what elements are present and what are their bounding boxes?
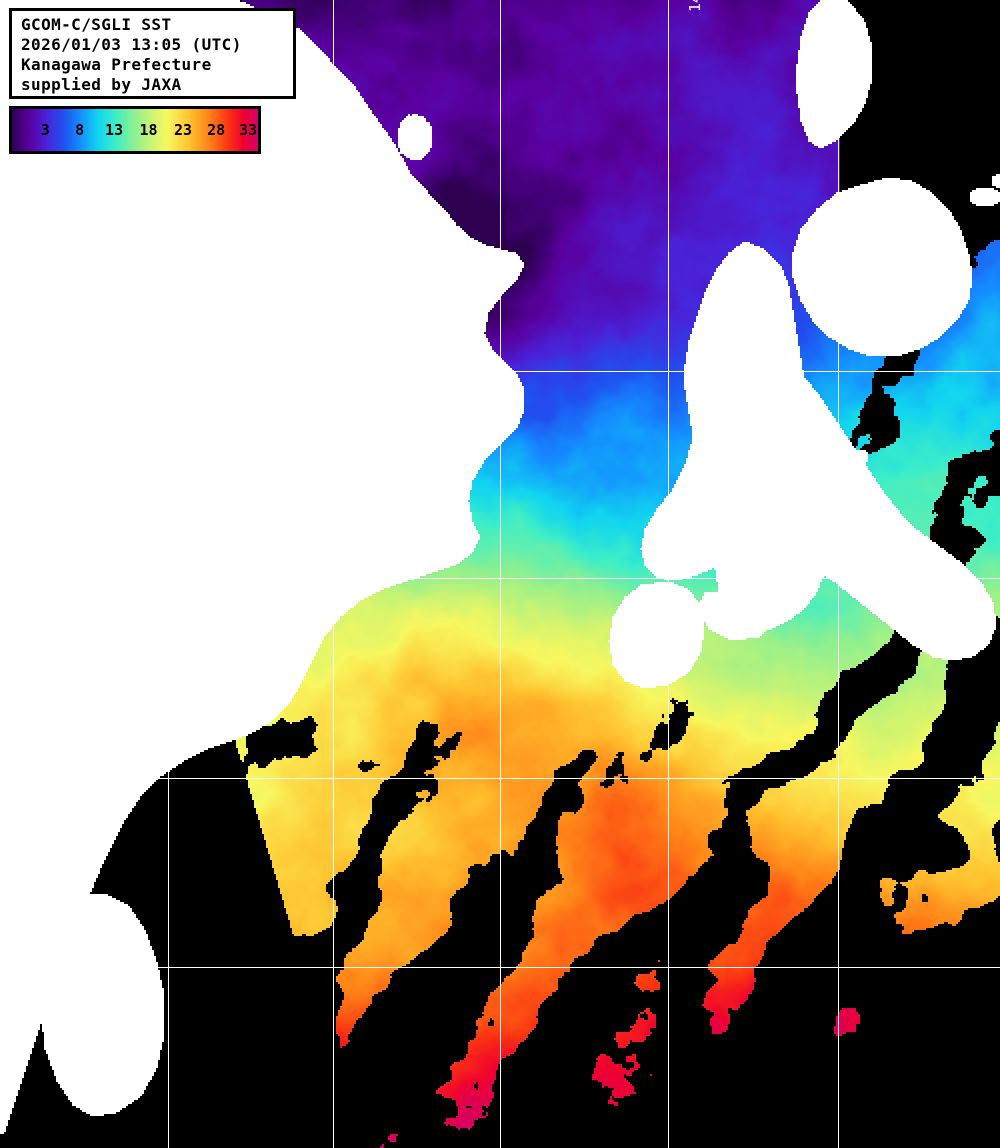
colorbar-tick-8: 8 — [75, 121, 85, 139]
colorbar-tick-18: 18 — [139, 121, 158, 139]
colorbar-tick-13: 13 — [105, 121, 124, 139]
colorbar-gradient — [12, 109, 258, 151]
legend-title-box: GCOM-C/SGLI SST 2026/01/03 13:05 (UTC) K… — [9, 8, 296, 99]
legend-line-credit: supplied by JAXA — [21, 75, 182, 94]
grid-label-140e: 140E — [686, 0, 704, 12]
colorbar-tick-28: 28 — [207, 121, 226, 139]
grid-label-40n: 40N — [8, 348, 36, 366]
legend-line-datetime: 2026/01/03 13:05 (UTC) — [21, 35, 242, 54]
colorbar-tick-33: 33 — [239, 121, 258, 139]
legend-line-region: Kanagawa Prefecture — [21, 55, 212, 74]
colorbar-tick-labels: 3 8 13 18 23 28 33 — [12, 109, 258, 151]
colorbar-tick-23: 23 — [173, 121, 192, 139]
sst-colorbar: 3 8 13 18 23 28 33 — [9, 106, 261, 154]
legend-line-sensor: GCOM-C/SGLI SST — [21, 15, 172, 34]
colorbar-tick-3: 3 — [40, 121, 50, 139]
